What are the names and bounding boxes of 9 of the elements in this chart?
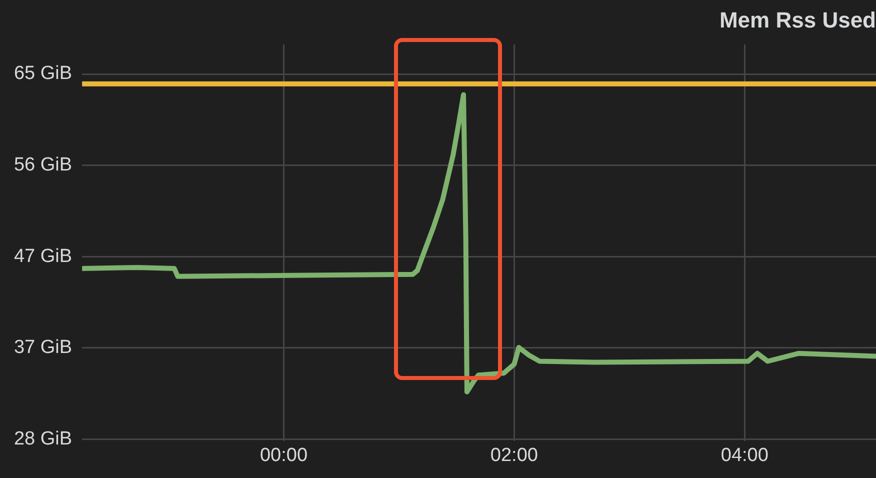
y-tick-label: 28 GiB: [14, 428, 72, 450]
x-tick-label: 00:00: [260, 444, 308, 466]
y-tick-label: 65 GiB: [14, 63, 72, 84]
x-tick-label: 04:00: [720, 444, 768, 466]
y-tick-label: 56 GiB: [14, 154, 72, 176]
y-tick-label: 47 GiB: [14, 246, 72, 267]
chart-title: Mem Rss Used: [719, 7, 876, 32]
y-tick-label: 37 GiB: [14, 337, 72, 358]
x-tick-label: 02:00: [490, 444, 538, 466]
